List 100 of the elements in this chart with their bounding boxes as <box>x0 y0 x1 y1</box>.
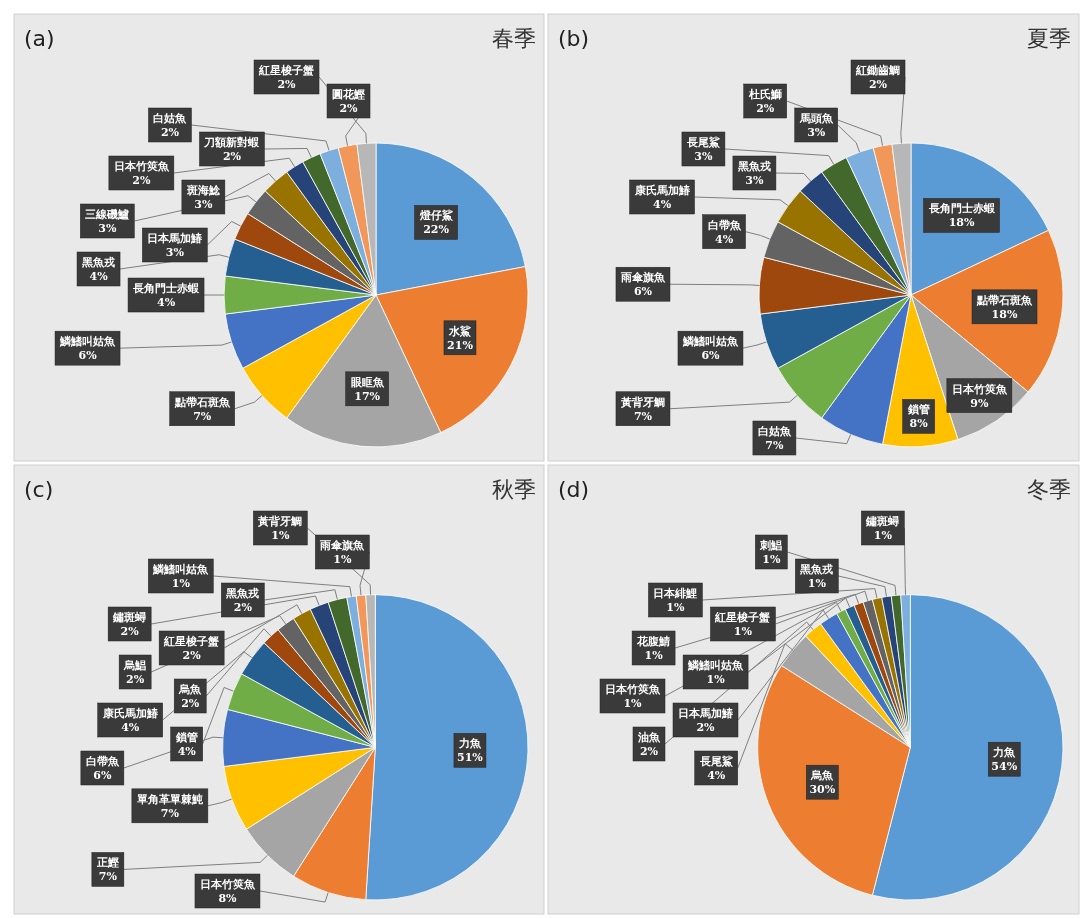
slice-label: 長角門士赤蝦 <box>132 282 201 296</box>
slice-label: 水鯊 <box>447 324 471 338</box>
chart-title: 夏季 <box>1027 26 1071 51</box>
chart-title: 冬季 <box>1027 477 1071 502</box>
slice-label: 日本緋鯉 <box>653 587 698 600</box>
data-label: 54% <box>991 760 1018 774</box>
data-label: 1% <box>171 577 191 590</box>
slice-label: 黑魚戎 <box>799 563 834 576</box>
data-label: 6% <box>78 349 98 363</box>
slice-label: 黃背牙鯛 <box>619 395 665 409</box>
data-label: 2% <box>339 102 359 115</box>
slice-label: 紅星梭子蟹 <box>163 635 220 648</box>
data-label: 8% <box>218 892 238 905</box>
chart-title: 春季 <box>492 26 536 51</box>
slice-label: 長角門士赤蝦 <box>927 202 996 216</box>
slice-label: 燈仔鯊 <box>418 209 453 223</box>
slice-label: 鏽斑蟳 <box>112 611 147 624</box>
data-label: 2% <box>182 649 202 662</box>
slice-label: 烏魚 <box>810 769 835 783</box>
data-label: 2% <box>132 174 151 187</box>
slice-label: 日本竹筴魚 <box>199 878 256 891</box>
slice-label: 雨傘旗魚 <box>619 271 666 285</box>
data-label: 3% <box>745 174 765 187</box>
slice-label: 力魚 <box>457 737 482 751</box>
data-label: 3% <box>98 222 117 235</box>
slice-label: 烏鯧 <box>123 659 147 672</box>
data-label: 2% <box>222 150 242 163</box>
data-label: 2% <box>756 102 775 115</box>
slice-label: 刺鯧 <box>759 539 783 552</box>
slice-label: 眼眶魚 <box>350 375 385 389</box>
slice-label: 日本馬加鰆 <box>678 707 734 720</box>
data-label: 21% <box>447 338 474 352</box>
data-label: 4% <box>714 232 734 246</box>
data-label: 51% <box>457 751 484 765</box>
data-label: 1% <box>706 673 726 686</box>
data-label: 18% <box>948 216 975 230</box>
slice-label: 黃背牙鯛 <box>257 515 303 528</box>
slice-label: 鱗鰭叫姑魚 <box>152 563 210 576</box>
data-label: 6% <box>701 349 721 363</box>
slice-label: 鱗鰭叫姑魚 <box>681 335 739 349</box>
data-label: 7% <box>193 409 212 423</box>
data-label: 1% <box>733 625 753 638</box>
chart-title: 秋季 <box>492 477 536 502</box>
data-label: 7% <box>98 870 118 884</box>
data-label: 7% <box>633 409 653 423</box>
data-label: 1% <box>666 601 686 614</box>
slice-label: 日本竹筴魚 <box>605 683 661 696</box>
slice-label: 紅星梭子蟹 <box>714 611 771 624</box>
data-label: 18% <box>991 307 1018 321</box>
slice-label: 紅鋤齒鯛 <box>855 64 901 77</box>
data-label: 4% <box>121 721 140 734</box>
text: (d) <box>558 477 590 502</box>
slice-label: 力魚 <box>992 746 1017 760</box>
data-label: 2% <box>639 745 659 758</box>
slice-label: 雨傘旗魚 <box>319 539 366 552</box>
slice-label: 花腹鯖 <box>636 635 671 648</box>
slice-label: 黑魚戎 <box>736 160 771 173</box>
slice-label: 斑海鯰 <box>185 184 221 197</box>
data-label: 7% <box>765 439 785 452</box>
data-label: 2% <box>696 721 716 734</box>
data-label: 4% <box>89 270 109 283</box>
data-label: 3% <box>194 198 213 211</box>
data-label: 1% <box>873 529 893 542</box>
data-label: 1% <box>271 529 290 542</box>
data-label: 9% <box>970 396 989 410</box>
text: (c) <box>24 477 54 502</box>
data-label: 22% <box>423 223 450 237</box>
slice-label: 鏽斑蟳 <box>865 515 900 528</box>
text: (a) <box>24 26 55 51</box>
data-label: 2% <box>126 673 145 686</box>
slice-label: 白帶魚 <box>707 218 742 232</box>
slice-label: 正鰹 <box>95 856 120 870</box>
data-label: 30% <box>809 783 836 797</box>
slice-label: 鱗鰭叫姑魚 <box>59 335 117 349</box>
data-label: 1% <box>623 697 643 710</box>
slice-label: 白姑魚 <box>153 112 188 125</box>
slice-label: 長尾鯊 <box>698 755 733 768</box>
slice-label: 油魚 <box>637 731 661 744</box>
data-label: 2% <box>181 697 200 710</box>
slice-label: 鎖管 <box>906 403 930 417</box>
slice-label: 單角革單棘魨 <box>135 792 204 806</box>
slice-label: 黑魚戎 <box>225 587 260 600</box>
data-label: 1% <box>644 649 664 662</box>
slice-label: 紅星梭子蟹 <box>258 64 315 77</box>
data-label: 4% <box>652 198 672 211</box>
slice-label: 黑魚戎 <box>81 256 116 269</box>
data-label: 2% <box>120 625 140 638</box>
data-label: 7% <box>160 806 180 820</box>
data-label: 8% <box>909 417 929 431</box>
slice-label: 鱗鰭叫姑魚 <box>687 659 745 672</box>
data-label: 6% <box>633 285 653 299</box>
slice-label: 馬頭魚 <box>798 112 834 125</box>
slice-label: 日本馬加鰆 <box>147 232 204 245</box>
slice-label: 白帶魚 <box>85 755 120 768</box>
data-label: 2% <box>868 78 888 91</box>
data-label: 1% <box>762 553 781 566</box>
data-label: 6% <box>93 769 112 782</box>
data-label: 3% <box>165 246 185 259</box>
data-label: 4% <box>177 745 197 758</box>
data-label: 2% <box>277 78 297 91</box>
